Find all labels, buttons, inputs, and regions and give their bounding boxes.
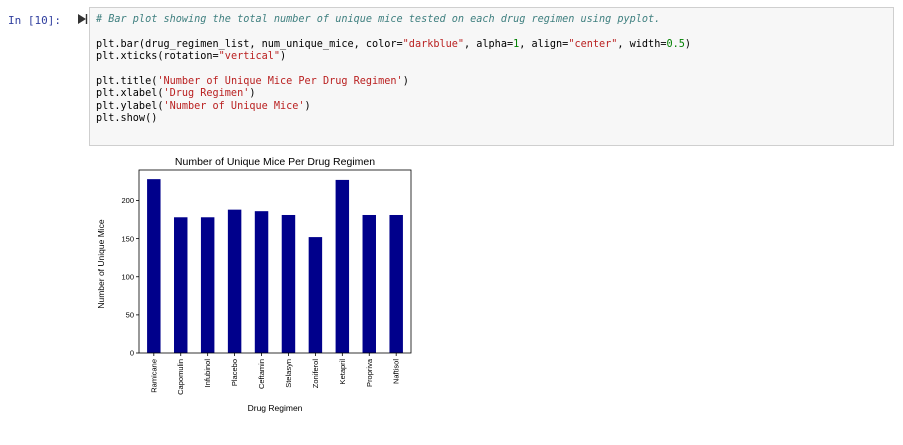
- x-tick-label: Propriva: [365, 358, 374, 387]
- y-tick-label: 100: [121, 272, 134, 281]
- code-cell-input[interactable]: # Bar plot showing the total number of u…: [89, 7, 894, 146]
- bar-placebo: [227, 209, 242, 353]
- x-tick-label: Ramicane: [149, 359, 158, 393]
- bar-naftisol: [389, 214, 403, 353]
- bar-propriva: [362, 214, 376, 353]
- bar-zoniferol: [308, 237, 323, 353]
- run-triangle-icon[interactable]: [76, 13, 88, 25]
- x-tick-label: Stelasyn: [284, 359, 293, 388]
- y-tick-label: 200: [121, 196, 134, 205]
- y-tick-label: 0: [130, 349, 134, 358]
- code-line-ylabel: plt.ylabel('Number of Unique Mice'): [96, 100, 311, 112]
- y-axis-label: Number of Unique Mice: [96, 219, 106, 309]
- x-tick-label: Ketapril: [338, 359, 347, 385]
- code-comment: # Bar plot showing the total number of u…: [96, 14, 661, 25]
- chart-title: Number of Unique Mice Per Drug Regimen: [175, 156, 375, 168]
- bar-capomulin: [174, 217, 188, 353]
- x-tick-label: Naftisol: [392, 359, 401, 384]
- x-tick-label: Capomulin: [176, 359, 185, 395]
- code-line-title: plt.title('Number of Unique Mice Per Dru…: [96, 76, 409, 88]
- bar-infubinol: [200, 217, 215, 353]
- x-tick-label: Ceftamin: [257, 359, 266, 389]
- x-tick-label: Placebo: [230, 359, 239, 386]
- x-tick-label: Infubinol: [203, 359, 212, 388]
- code-line-show: plt.show(): [96, 113, 158, 125]
- y-tick-label: 50: [126, 311, 134, 320]
- code-line-xticks: plt.xticks(rotation="vertical"): [96, 51, 287, 63]
- cell-output: Number of Unique Mice Per Drug Regimen N…: [89, 150, 429, 422]
- bar-chart: Number of Unique Mice Per Drug Regimen N…: [96, 156, 412, 413]
- y-tick-label: 150: [121, 234, 134, 243]
- bar-ceftamin: [254, 211, 269, 353]
- bar-ketapril: [335, 179, 350, 353]
- code-text: # Bar plot showing the total number of u…: [96, 14, 691, 126]
- plot-frame: [138, 169, 412, 354]
- x-tick-label: Zoniferol: [311, 359, 320, 389]
- code-line-xlabel: plt.xlabel('Drug Regimen'): [96, 88, 256, 100]
- cell-prompt: In [10]:: [8, 14, 61, 27]
- bar-stelasyn: [281, 214, 296, 353]
- bar-ramicane: [147, 179, 161, 353]
- code-line-bar: plt.bar(drug_regimen_list, num_unique_mi…: [96, 38, 692, 50]
- x-axis-label: Drug Regimen: [248, 403, 303, 413]
